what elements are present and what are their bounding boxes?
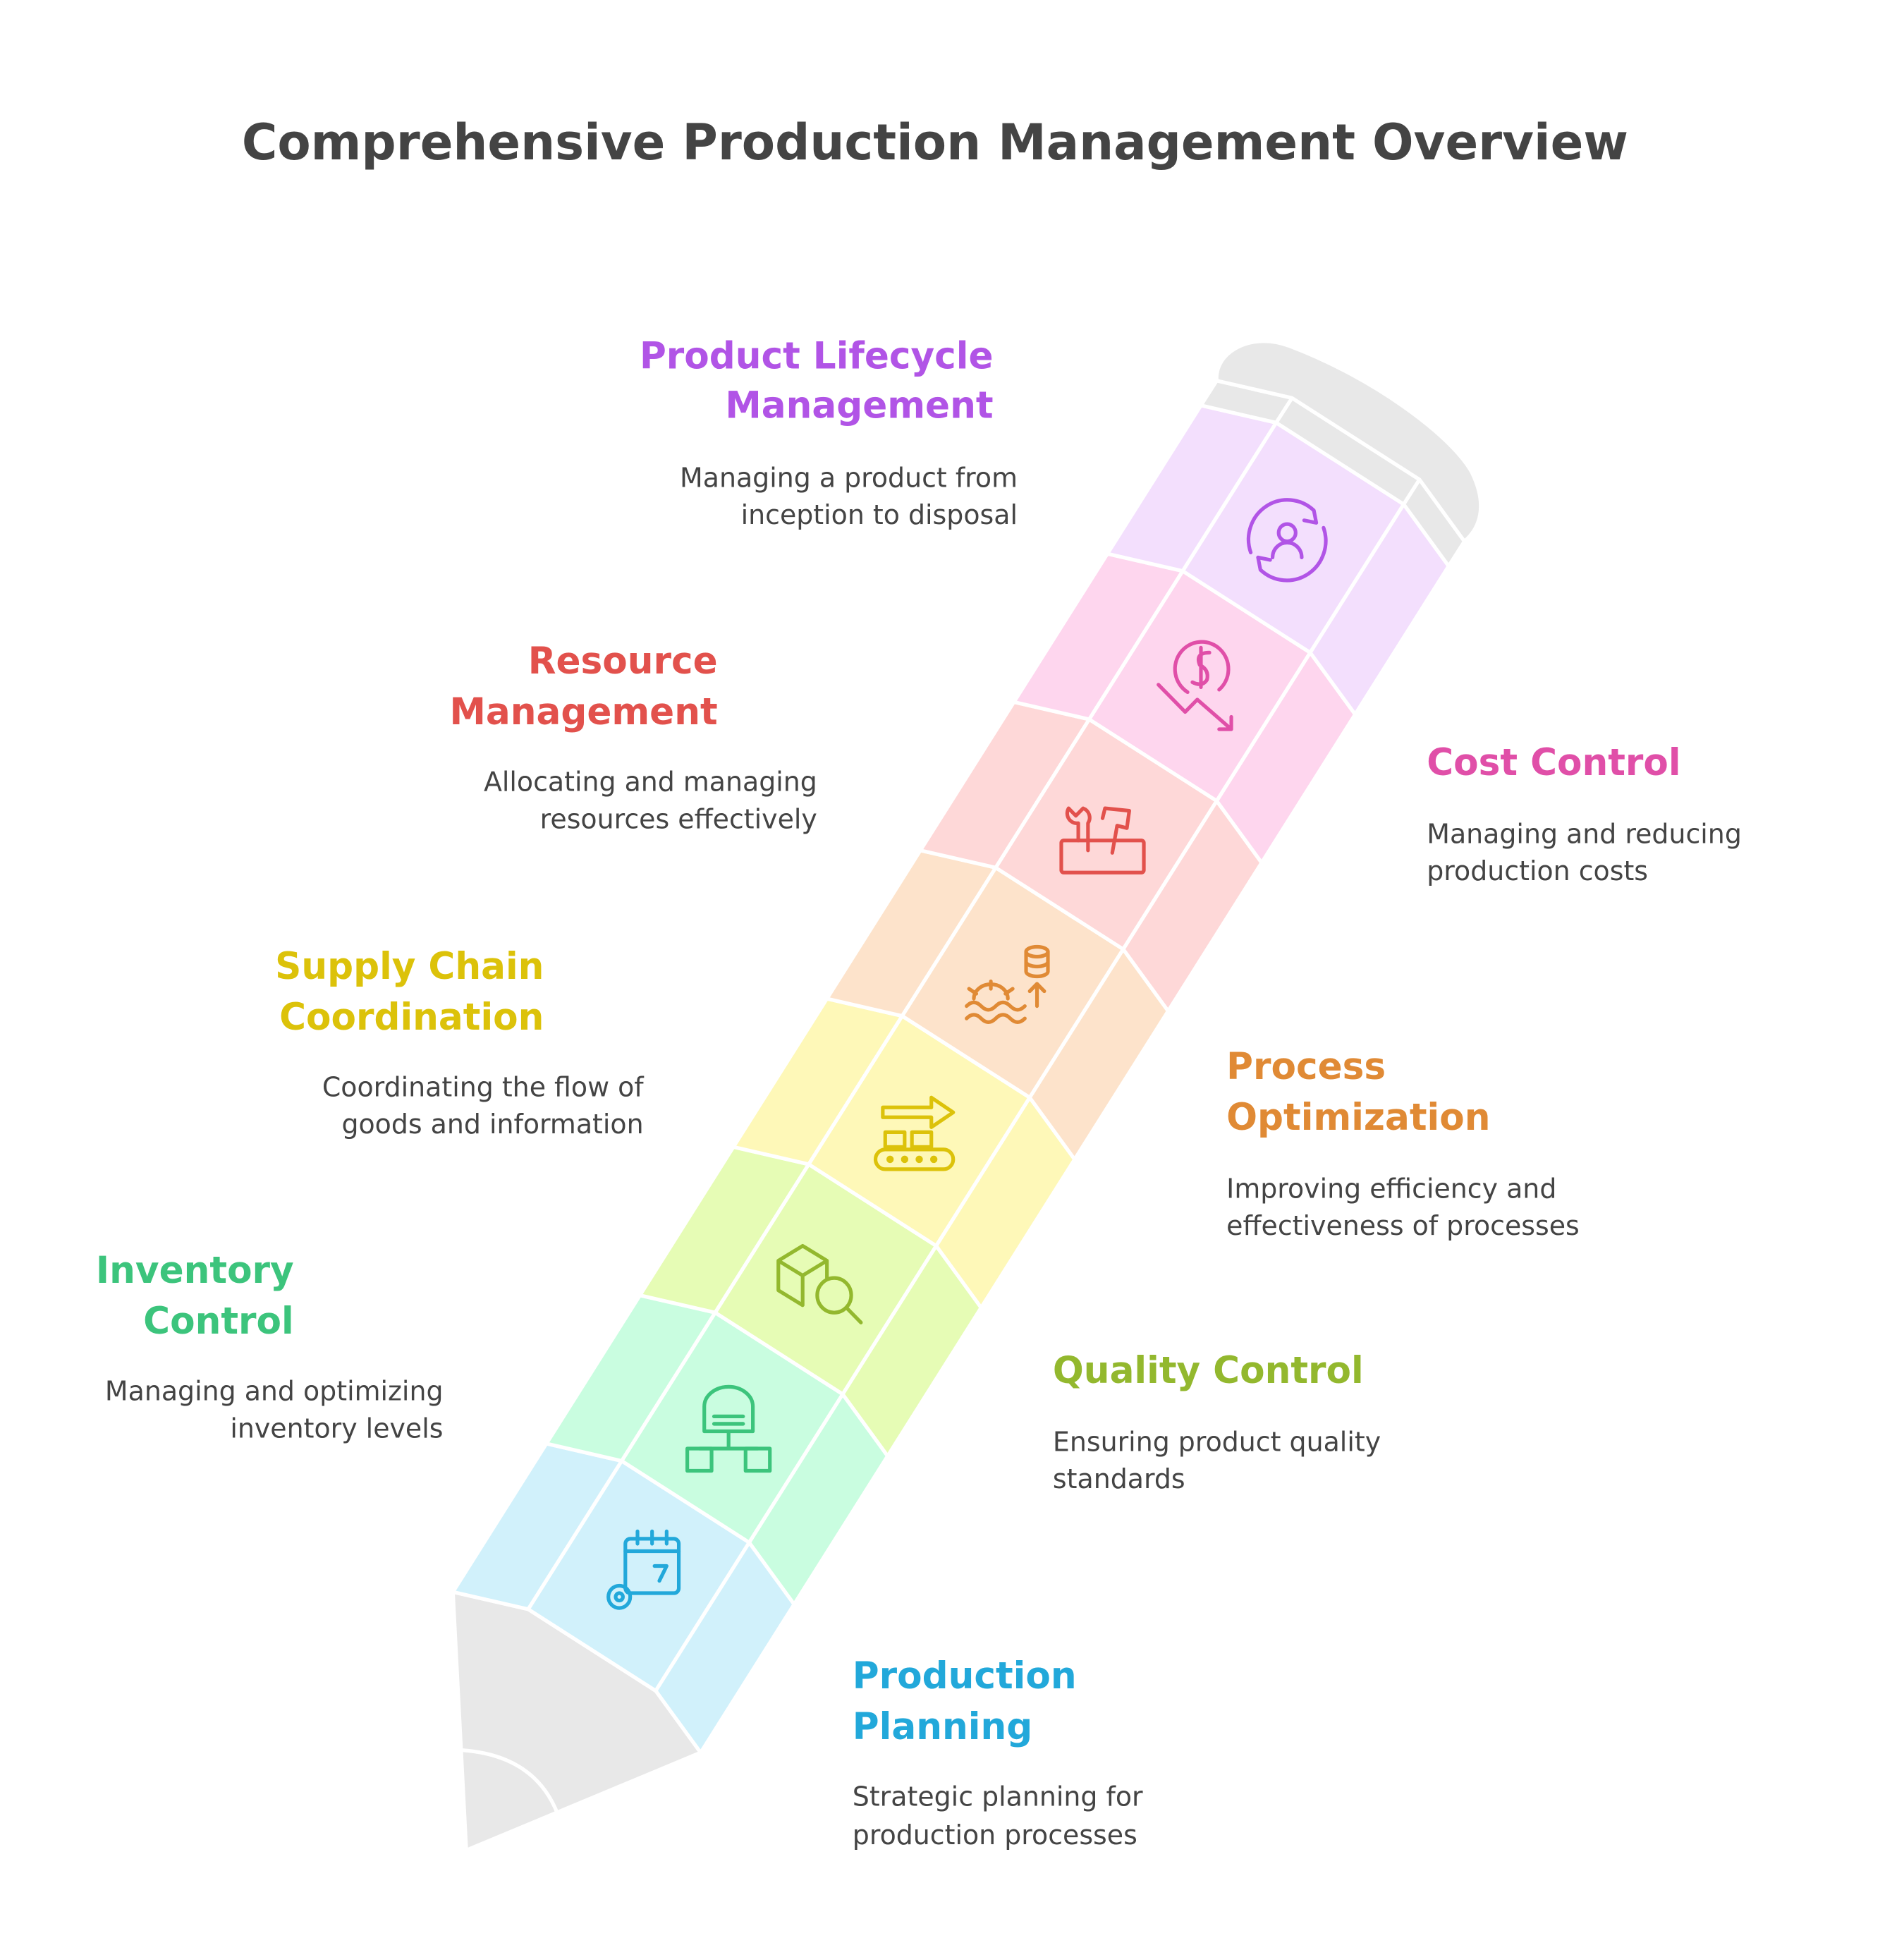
icons <box>606 498 1328 1610</box>
item-title: Production <box>853 1655 1077 1698</box>
item-label-group: Cost Control Managing and reducing product… <box>1427 742 1742 887</box>
pencil-lead-line <box>461 1748 559 1814</box>
conveyor-arrow-icon <box>873 1095 956 1171</box>
item-description: Ensuring product quality <box>1053 1427 1381 1458</box>
item-title: Coordination <box>279 997 544 1040</box>
item-description: Managing a product from <box>680 463 1018 494</box>
item-title: Inventory <box>96 1250 294 1293</box>
item-title: Control <box>143 1300 294 1343</box>
item-description: Strategic planning for <box>853 1781 1143 1812</box>
box-search-icon <box>776 1243 863 1324</box>
item-description: goods and information <box>341 1109 643 1140</box>
item-title: Supply Chain <box>275 946 544 989</box>
item-description: inventory levels <box>230 1413 443 1444</box>
item-label-group: Product Lifecycle Management Managing a pr… <box>640 335 1018 531</box>
item-label-group: Supply Chain Coordination Coordinating the… <box>275 946 645 1141</box>
item-description: production processes <box>853 1820 1137 1851</box>
item-description: Managing and optimizing <box>105 1376 444 1407</box>
item-description: effectiveness of processes <box>1226 1211 1580 1242</box>
item-title: Planning <box>853 1706 1032 1749</box>
pencil-eraser <box>1214 339 1483 544</box>
item-description: Managing and reducing <box>1427 819 1742 850</box>
labels: Production Planning Strategic planning for… <box>96 335 1742 1851</box>
item-label-group: Process Optimization Improving efficiency … <box>1226 1046 1580 1242</box>
pencil <box>451 339 1483 1853</box>
item-description: production costs <box>1427 856 1648 887</box>
item-description: Improving efficiency and <box>1226 1174 1556 1205</box>
item-label-group: Production Planning Strategic planning for… <box>853 1655 1143 1851</box>
item-description: Allocating and managing <box>484 767 817 798</box>
item-description: resources effectively <box>540 804 817 835</box>
item-description: inception to disposal <box>741 500 1018 531</box>
page-title: Comprehensive Production Management Over… <box>242 114 1628 171</box>
item-title: Process <box>1226 1046 1386 1089</box>
item-title: Optimization <box>1226 1097 1490 1140</box>
item-title: Resource <box>528 640 718 683</box>
item-description: standards <box>1053 1464 1185 1495</box>
toolbox-icon <box>1059 806 1146 874</box>
warehouse-network-icon <box>685 1384 772 1473</box>
item-title: Management <box>725 384 993 427</box>
item-title: Cost Control <box>1427 742 1680 785</box>
item-label-group: Inventory Control Managing and optimizing i… <box>96 1250 444 1445</box>
item-label-group: Resource Management Allocating and managin… <box>449 640 817 836</box>
item-title: Quality Control <box>1053 1350 1364 1393</box>
item-description: Coordinating the flow of <box>322 1072 645 1103</box>
calendar-gear-icon <box>606 1529 681 1610</box>
item-label-group: Quality Control Ensuring product quality s… <box>1053 1350 1381 1495</box>
item-title: Management <box>449 691 717 734</box>
dollar-decrease-icon <box>1157 640 1233 731</box>
item-title: Product Lifecycle <box>640 335 994 378</box>
gear-coins-growth-icon <box>965 944 1050 1024</box>
user-cycle-icon <box>1246 498 1328 583</box>
